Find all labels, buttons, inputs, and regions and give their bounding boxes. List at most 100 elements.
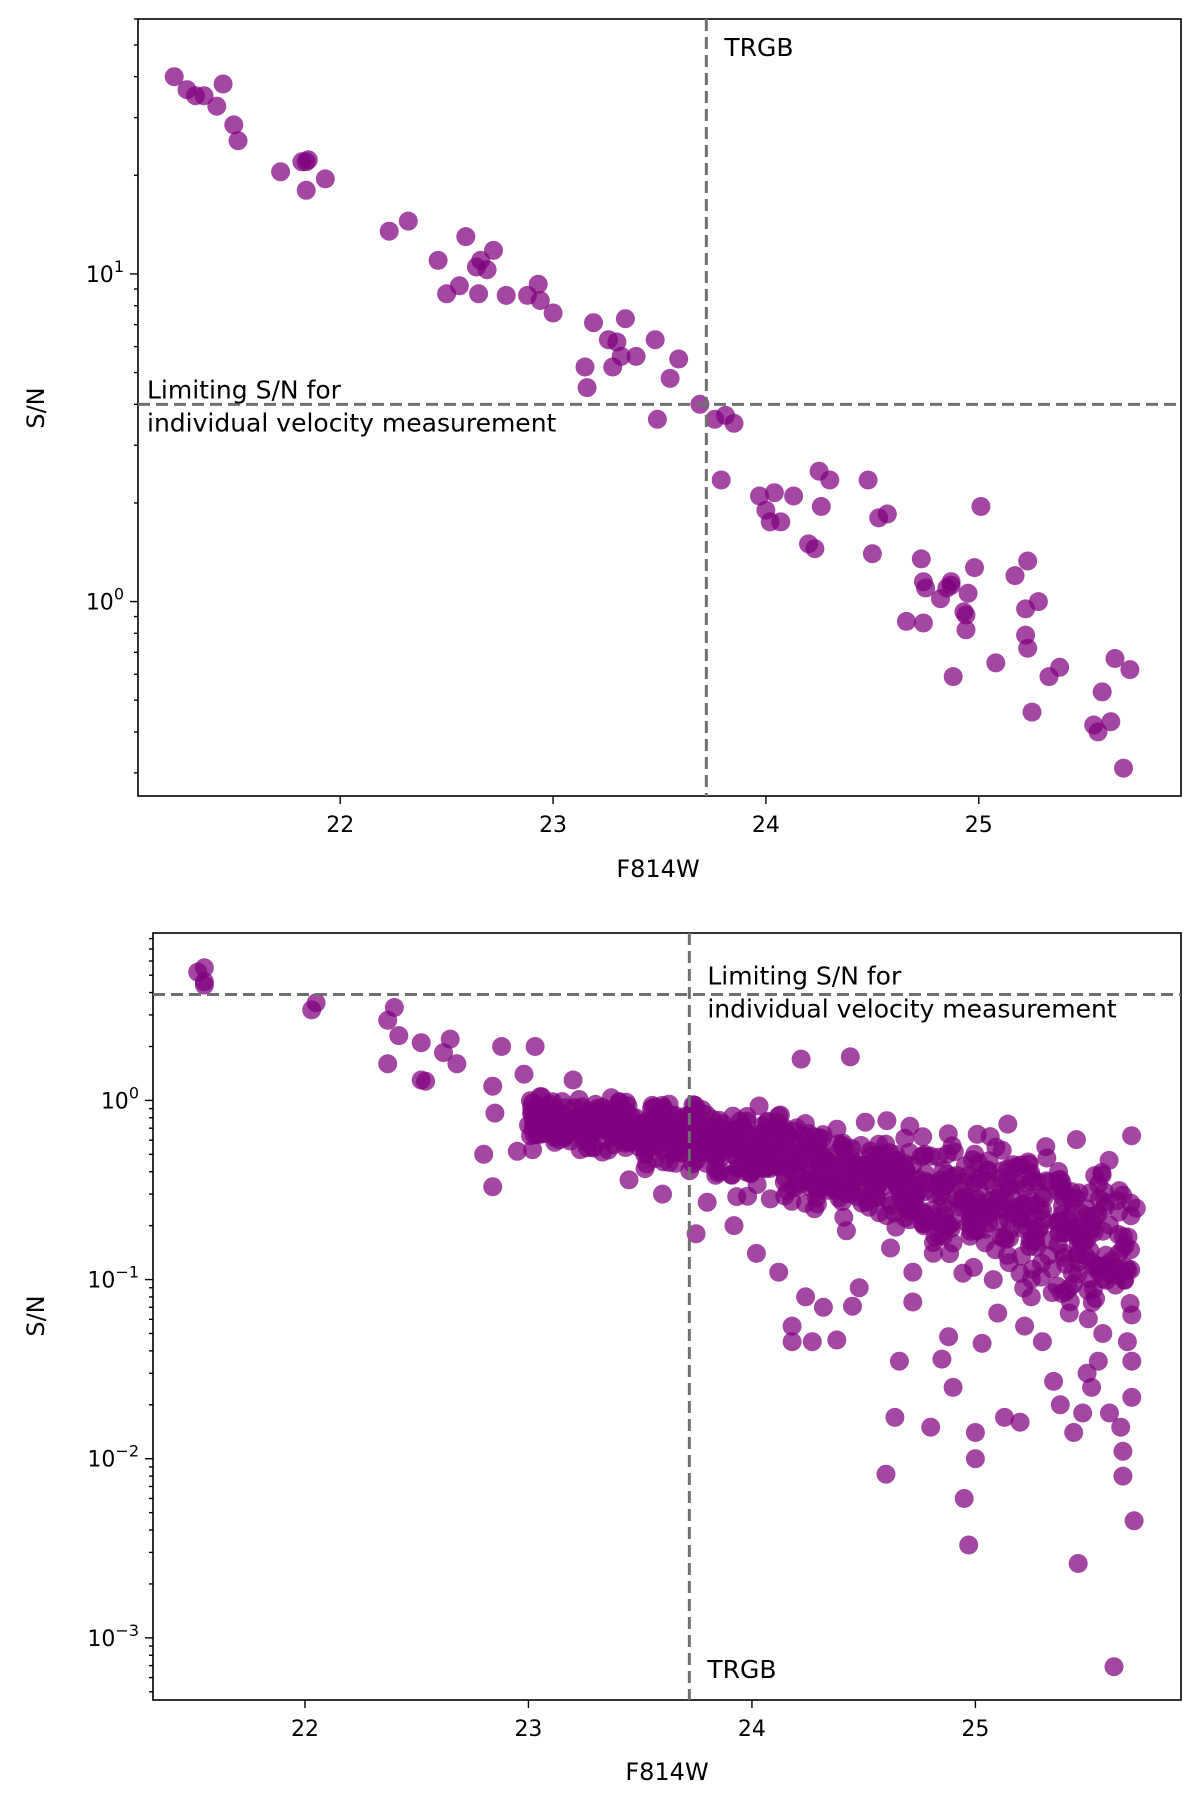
scatter-point xyxy=(615,309,635,329)
scatter-point xyxy=(611,346,631,366)
scatter-point xyxy=(1082,1377,1102,1397)
scatter-point xyxy=(954,1489,974,1508)
scatter-point xyxy=(837,1153,857,1173)
scatter-point xyxy=(724,1216,744,1236)
y-tick-label: 10−2 xyxy=(87,1442,139,1473)
scatter-point xyxy=(575,357,595,377)
scatter-point xyxy=(1114,758,1133,778)
scatter-point xyxy=(782,1316,802,1336)
scatter-point xyxy=(1107,1191,1127,1211)
scatter-point xyxy=(983,1270,1003,1290)
scatter-point xyxy=(207,96,227,116)
scatter-point xyxy=(924,1233,943,1253)
x-tick-label: 23 xyxy=(514,1717,542,1742)
scatter-point xyxy=(315,169,335,189)
bottom-y-axis-label: S/N xyxy=(22,1295,50,1336)
scatter-point xyxy=(827,1330,847,1350)
scatter-point xyxy=(813,1297,833,1317)
scatter-point xyxy=(563,1070,583,1090)
scatter-point xyxy=(610,1092,629,1112)
scatter-point xyxy=(1113,1466,1133,1486)
scatter-point xyxy=(738,1186,758,1206)
scatter-point xyxy=(1048,1213,1068,1233)
scatter-point xyxy=(1096,1245,1116,1265)
scatter-point xyxy=(449,276,469,296)
scatter-point xyxy=(306,993,326,1013)
scatter-point xyxy=(1012,1246,1031,1266)
scatter-point xyxy=(615,1133,635,1153)
scatter-point xyxy=(1126,1198,1146,1218)
scatter-point xyxy=(885,1407,905,1427)
scatter-point xyxy=(521,1126,540,1146)
scatter-point xyxy=(932,1349,952,1369)
scatter-point xyxy=(447,1054,467,1074)
scatter-point xyxy=(194,86,214,106)
scatter-point xyxy=(805,539,825,559)
scatter-point xyxy=(587,1119,607,1139)
scatter-point xyxy=(1050,657,1070,677)
scatter-point xyxy=(877,504,897,524)
scatter-point xyxy=(961,1222,981,1241)
scatter-point xyxy=(972,1333,992,1353)
bottom-plot-frame xyxy=(152,932,1182,1701)
scatter-point xyxy=(1084,1257,1104,1277)
top-limit-label-line2: individual velocity measurement xyxy=(147,408,557,437)
scatter-point xyxy=(995,1407,1014,1427)
scatter-point xyxy=(911,549,931,569)
scatter-point xyxy=(782,1161,802,1181)
scatter-point xyxy=(213,74,233,94)
scatter-point xyxy=(965,1423,985,1442)
scatter-point xyxy=(626,346,646,366)
scatter-point xyxy=(939,1327,959,1347)
y-tick-label: 10−3 xyxy=(87,1621,139,1652)
scatter-point xyxy=(956,620,976,640)
scatter-point xyxy=(1120,1294,1140,1313)
scatter-point xyxy=(921,1417,941,1437)
scatter-point xyxy=(1080,1183,1100,1203)
scatter-point xyxy=(978,1161,998,1181)
scatter-point xyxy=(1015,1316,1035,1336)
scatter-point xyxy=(456,227,476,247)
scatter-point xyxy=(760,1154,780,1174)
scatter-point xyxy=(953,1263,973,1283)
scatter-point xyxy=(895,1128,915,1148)
scatter-point xyxy=(858,470,878,490)
scatter-point xyxy=(1122,1351,1142,1371)
scatter-point xyxy=(965,1449,985,1469)
scatter-point xyxy=(836,1221,856,1241)
scatter-point xyxy=(1068,1244,1088,1264)
scatter-point xyxy=(941,575,961,595)
scatter-point xyxy=(1048,1235,1068,1255)
scatter-point xyxy=(536,1117,556,1137)
top-x-ticks: 22 23 24 25 xyxy=(326,796,993,838)
scatter-point xyxy=(577,378,597,398)
scatter-point xyxy=(782,1332,802,1352)
scatter-point xyxy=(507,1141,527,1161)
scatter-point xyxy=(496,285,516,305)
scatter-point xyxy=(840,1047,860,1067)
scatter-point xyxy=(1012,1195,1032,1215)
scatter-point xyxy=(913,613,933,633)
scatter-point xyxy=(708,1145,728,1165)
scatter-point xyxy=(1068,1554,1088,1573)
scatter-point xyxy=(469,284,489,304)
scatter-point xyxy=(750,1127,770,1147)
scatter-point xyxy=(525,1037,545,1056)
scatter-point xyxy=(514,1064,534,1084)
x-tick-label: 24 xyxy=(752,813,780,838)
scatter-point xyxy=(1048,1170,1068,1190)
scatter-point xyxy=(938,1124,958,1144)
scatter-point xyxy=(741,1164,761,1184)
scatter-point xyxy=(881,1238,900,1258)
scatter-point xyxy=(1088,1351,1108,1371)
scatter-point xyxy=(965,558,984,578)
scatter-point xyxy=(164,67,184,87)
top-y-axis-label: S/N xyxy=(22,387,50,428)
scatter-point xyxy=(271,162,291,182)
scatter-point xyxy=(1101,712,1121,732)
scatter-point xyxy=(820,470,840,490)
top-x-axis-label: F814W xyxy=(616,855,699,883)
scatter-point xyxy=(828,1134,848,1154)
scatter-point xyxy=(796,1193,815,1213)
scatter-point xyxy=(1059,1303,1079,1323)
